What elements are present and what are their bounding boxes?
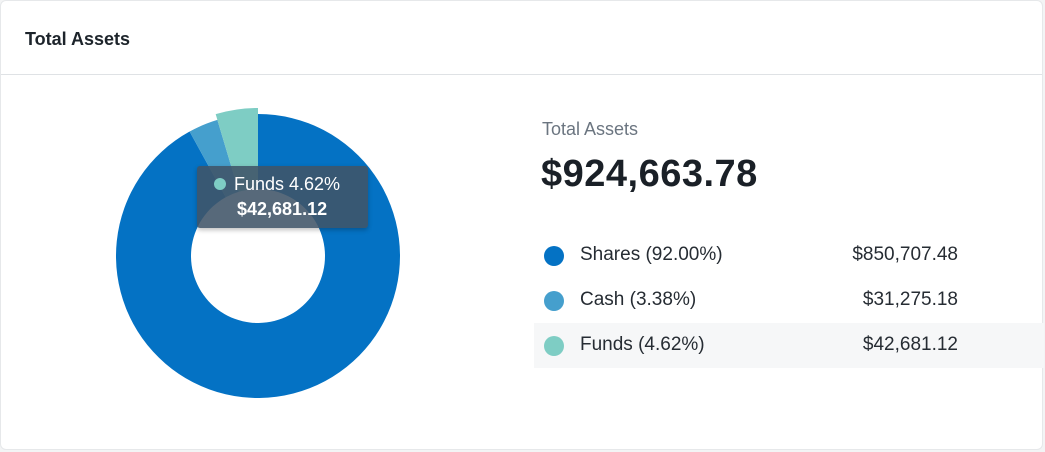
tooltip-label: Funds 4.62% <box>234 174 341 194</box>
tooltip-value: $42,681.12 <box>237 199 328 219</box>
legend-item-value: $42,681.12 <box>862 334 958 355</box>
summary-total-value: $924,663.78 <box>541 153 758 195</box>
legend-item-shares[interactable]: Shares (92.00%) $850,707.48 <box>534 233 1044 278</box>
legend: Shares (92.00%) $850,707.48 Cash (3.38%)… <box>534 233 1044 368</box>
legend-item-label: Shares (92.00%) <box>580 244 723 265</box>
legend-item-value: $850,707.48 <box>852 244 958 265</box>
legend-item-cash[interactable]: Cash (3.38%) $31,275.18 <box>534 278 1044 323</box>
donut-chart-svg <box>115 108 400 398</box>
tooltip-color-dot <box>214 178 226 190</box>
legend-color-dot <box>544 336 564 356</box>
legend-color-dot <box>544 291 564 311</box>
donut-chart: Funds 4.62% $42,681.12 <box>101 96 421 416</box>
legend-item-label: Cash (3.38%) <box>580 289 697 310</box>
chart-tooltip: Funds 4.62% $42,681.12 <box>197 166 368 228</box>
legend-item-label: Funds (4.62%) <box>580 334 705 355</box>
card-title: Total Assets <box>1 1 1042 75</box>
legend-color-dot <box>544 246 564 266</box>
legend-item-value: $31,275.18 <box>862 289 958 310</box>
legend-item-funds[interactable]: Funds (4.62%) $42,681.12 <box>534 323 1044 368</box>
summary-label: Total Assets <box>542 119 639 139</box>
